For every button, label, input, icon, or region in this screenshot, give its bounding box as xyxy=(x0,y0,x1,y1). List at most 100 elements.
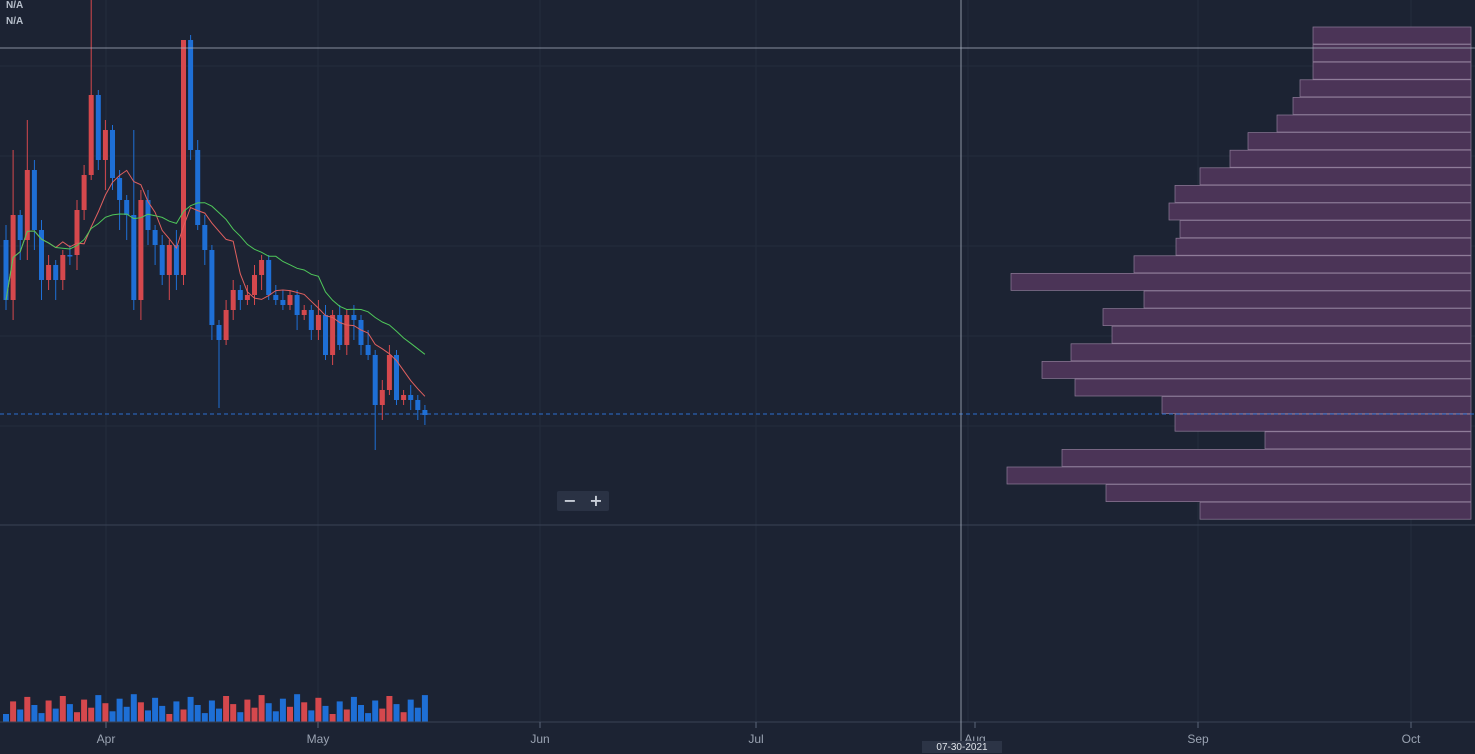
volume-bar xyxy=(81,699,88,722)
candle-body xyxy=(81,175,87,210)
volume-bar xyxy=(17,709,24,722)
volume-profile-bar xyxy=(1168,202,1472,221)
volume-profile-bar xyxy=(1143,290,1472,309)
legend-value-1: N/A xyxy=(6,0,24,11)
volume-profile-bar xyxy=(1312,44,1472,62)
candle-body xyxy=(102,130,108,160)
candle-body xyxy=(422,410,428,415)
ma-long-line xyxy=(5,202,426,355)
volume-bar xyxy=(372,700,379,722)
candle-body xyxy=(237,290,243,300)
volume-bars xyxy=(0,694,1475,723)
candle-body xyxy=(60,255,66,280)
volume-profile-bar xyxy=(1247,132,1472,150)
volume-profile-bar xyxy=(1179,220,1472,238)
volume-profile-bar xyxy=(1199,167,1472,186)
volume-bar xyxy=(258,695,265,722)
volume-bar xyxy=(393,704,400,722)
volume-profile-bar xyxy=(1133,255,1472,274)
zoom-controls: − + xyxy=(557,491,609,511)
volume-profile-bar xyxy=(1161,396,1472,414)
candlestick-series xyxy=(3,0,428,450)
volume-bar xyxy=(336,701,343,722)
candle-body xyxy=(110,130,115,178)
moving-average-lines xyxy=(5,169,426,397)
candle-body xyxy=(88,95,94,175)
volume-profile-bar xyxy=(1105,484,1472,502)
volume-profile-bar xyxy=(1312,26,1472,45)
volume-bar xyxy=(24,696,31,722)
candle-body xyxy=(173,245,179,275)
volume-profile xyxy=(1006,26,1472,520)
volume-profile-bar xyxy=(1006,466,1472,485)
candle-body xyxy=(330,315,336,355)
candle-body xyxy=(195,150,201,225)
candle-body xyxy=(294,295,300,315)
candle-body xyxy=(273,295,279,300)
volume-bar xyxy=(329,714,336,722)
candle-body xyxy=(386,355,392,390)
candle-body xyxy=(259,260,265,275)
candle-body xyxy=(223,310,229,340)
volume-bar xyxy=(400,712,407,722)
volume-bar xyxy=(95,695,102,722)
volume-bar xyxy=(244,699,251,722)
volume-bar xyxy=(152,697,159,722)
candle-body xyxy=(181,40,186,275)
candle-body xyxy=(24,170,30,240)
volume-profile-bar xyxy=(1299,79,1472,98)
volume-bar xyxy=(414,707,421,722)
volume-bar xyxy=(180,709,187,722)
volume-profile-bar xyxy=(1312,61,1472,80)
candle-body xyxy=(138,200,144,300)
candle-body xyxy=(323,315,328,355)
volume-bar xyxy=(45,700,52,722)
candle-body xyxy=(315,315,321,330)
candle-body xyxy=(337,315,343,345)
zoom-out-button[interactable]: − xyxy=(563,491,577,510)
candle-body xyxy=(95,95,101,160)
volume-bar xyxy=(116,698,123,722)
candle-body xyxy=(344,315,350,345)
candle-body xyxy=(188,40,194,150)
volume-bar xyxy=(365,713,372,722)
volume-bar xyxy=(279,698,286,722)
volume-bar xyxy=(130,694,137,722)
volume-bar xyxy=(102,703,109,722)
candle-body xyxy=(351,315,357,320)
candle-body xyxy=(209,250,215,325)
candle-body xyxy=(31,170,37,230)
volume-bar xyxy=(31,705,38,722)
volume-bar xyxy=(294,694,301,722)
volume-bar xyxy=(343,709,350,722)
volume-bar xyxy=(187,696,194,722)
volume-bar xyxy=(173,701,180,722)
candle-body xyxy=(131,215,137,300)
volume-profile-bar xyxy=(1061,449,1472,467)
volume-profile-bar xyxy=(1174,185,1472,203)
candle-body xyxy=(159,245,165,275)
volume-bar xyxy=(66,704,73,722)
volume-bar xyxy=(88,707,95,722)
volume-profile-bar xyxy=(1276,114,1472,133)
candle-body xyxy=(358,320,364,345)
volume-bar xyxy=(201,713,208,722)
candle-body xyxy=(39,230,44,280)
volume-bar xyxy=(358,705,364,722)
volume-bar xyxy=(379,708,386,722)
volume-bar xyxy=(407,699,414,722)
volume-bar xyxy=(3,714,9,722)
volume-bar xyxy=(230,704,237,722)
candle-body xyxy=(266,260,272,295)
volume-bar xyxy=(265,703,272,722)
candle-body xyxy=(308,310,314,330)
candle-body xyxy=(365,345,371,355)
candle-body xyxy=(287,295,293,305)
volume-bar xyxy=(145,710,151,722)
candle-body xyxy=(17,215,23,240)
candle-body xyxy=(401,395,407,400)
candle-body xyxy=(301,310,307,315)
zoom-in-button[interactable]: + xyxy=(589,491,603,510)
